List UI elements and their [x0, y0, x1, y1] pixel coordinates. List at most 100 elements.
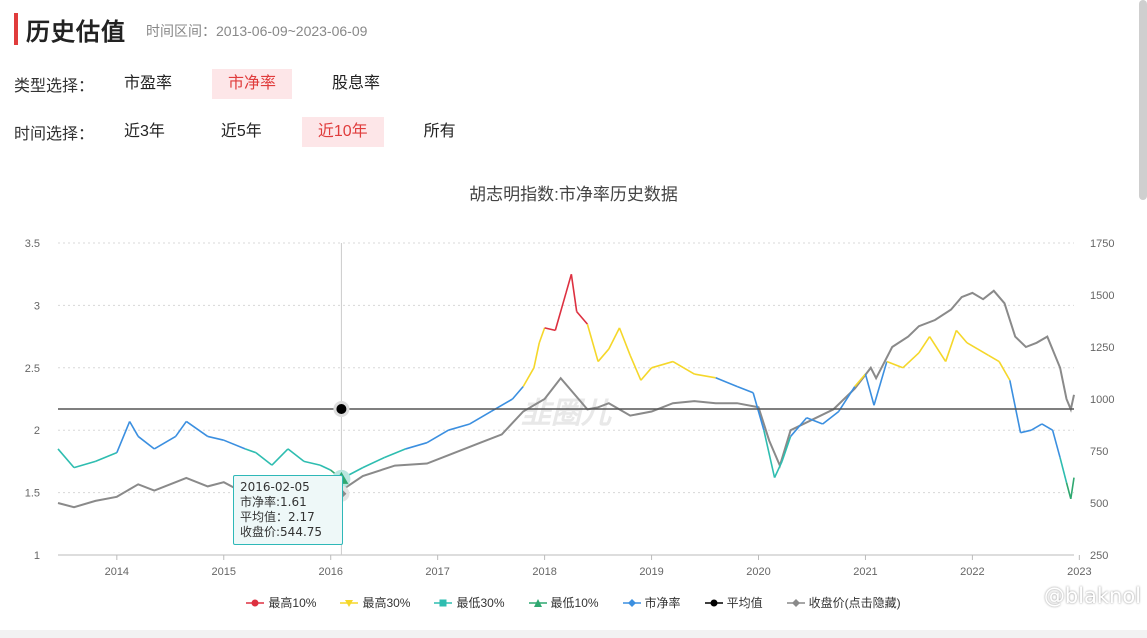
pb-line-segment[interactable] [1009, 380, 1022, 433]
pb-line-segment[interactable] [554, 292, 567, 331]
pb-line-segment[interactable] [977, 348, 989, 357]
pb-line-segment[interactable] [1070, 477, 1075, 499]
scrollbar-thumb[interactable] [1139, 0, 1147, 200]
pb-line-segment[interactable] [153, 435, 177, 450]
pb-line-segment[interactable] [873, 361, 888, 406]
pb-line-segment[interactable] [736, 385, 754, 394]
legend-item[interactable]: 收盘价(点击隐藏) [786, 594, 901, 611]
time-option-all[interactable]: 所有 [423, 123, 456, 140]
avg-marker[interactable] [336, 403, 347, 414]
pb-line-segment[interactable] [966, 342, 979, 350]
legend-item[interactable]: 市净率 [622, 594, 681, 611]
pb-line-segment[interactable] [469, 410, 492, 425]
pb-line-segment[interactable] [303, 460, 321, 466]
legend-marker-icon [786, 598, 805, 607]
pb-line-segment[interactable] [988, 354, 1000, 363]
type-option-pe[interactable]: 市盈率 [124, 75, 173, 92]
pb-line-segment[interactable] [73, 460, 96, 469]
legend-marker-icon [434, 599, 453, 606]
pb-line-segment[interactable] [597, 348, 610, 363]
pb-line-segment[interactable] [944, 330, 958, 362]
pb-line-segment[interactable] [918, 336, 931, 354]
pb-line-segment[interactable] [128, 421, 139, 437]
pb-line-segment[interactable] [789, 417, 808, 437]
period-text: 时间区间：2013-06-09~2023-06-09 [146, 23, 368, 39]
pb-line-segment[interactable] [538, 327, 546, 344]
pb-line-segment[interactable] [511, 385, 524, 400]
pb-line-segment[interactable] [672, 360, 695, 375]
pb-line-segment[interactable] [864, 373, 875, 406]
pb-line-segment[interactable] [640, 367, 653, 381]
pb-line-segment[interactable] [174, 420, 187, 437]
pb-line-segment[interactable] [1065, 482, 1072, 500]
pb-line-segment[interactable] [244, 448, 257, 454]
pb-line-segment[interactable] [773, 461, 783, 478]
pb-line-segment[interactable] [1059, 457, 1068, 483]
pb-line-segment[interactable] [362, 456, 385, 469]
pb-line-segment[interactable] [137, 435, 155, 450]
pb-line-segment[interactable] [565, 273, 573, 294]
pb-line-segment[interactable] [223, 439, 246, 450]
pb-line-segment[interactable] [854, 373, 867, 388]
pb-line-segment[interactable] [608, 327, 621, 350]
legend-item[interactable]: 最低10% [528, 594, 599, 611]
pb-line-segment[interactable] [586, 323, 599, 362]
pb-line-segment[interactable] [207, 435, 224, 441]
time-option-3y[interactable]: 近3年 [124, 123, 165, 140]
y-right-tick-label: 1750 [1090, 238, 1114, 250]
pb-line-segment[interactable] [928, 336, 947, 362]
pb-line-segment[interactable] [383, 448, 406, 459]
pb-line-segment[interactable] [998, 361, 1011, 381]
pb-line-segment[interactable] [618, 327, 631, 356]
tooltip-avg: 平均值：2.17 [240, 510, 315, 524]
pb-line-segment[interactable] [57, 448, 75, 469]
pb-line-segment[interactable] [544, 327, 556, 332]
pb-line-segment[interactable] [448, 423, 470, 431]
pb-line-segment[interactable] [271, 448, 289, 466]
pb-line-segment[interactable] [95, 451, 118, 463]
pb-line-segment[interactable] [1041, 423, 1054, 431]
chart-legend: 最高10% 最高30% 最低30% 最低10% 市净率 平均值 收盘价(点击隐藏) [0, 594, 1147, 611]
y-left-tick-label: 2 [34, 425, 40, 437]
legend-item[interactable]: 最高10% [246, 594, 316, 611]
pb-line-segment[interactable] [752, 392, 765, 431]
page-title: 历史估值 [26, 18, 126, 46]
pb-line-segment[interactable] [781, 436, 792, 462]
pb-line-segment[interactable] [838, 386, 856, 412]
pb-line-segment[interactable] [902, 352, 920, 369]
pb-line-segment[interactable] [185, 420, 209, 438]
pb-line-segment[interactable] [1030, 423, 1043, 431]
pb-line-segment[interactable] [763, 430, 776, 478]
pb-line-segment[interactable] [1020, 429, 1032, 434]
pb-line-segment[interactable] [629, 355, 642, 381]
pb-line-segment[interactable] [319, 464, 332, 471]
time-option-10y[interactable]: 近10年 [301, 117, 384, 147]
pb-line-segment[interactable] [806, 416, 823, 425]
legend-item[interactable]: 平均值 [704, 594, 763, 611]
pb-line-segment[interactable] [1051, 429, 1061, 458]
pb-line-segment[interactable] [522, 367, 535, 387]
pb-history-chart[interactable]: 3.5 3 2.5 2 1.5 1 1750 1500 1250 1000 750 500 250 201… [0, 225, 1147, 590]
pb-line-segment[interactable] [426, 429, 449, 444]
type-option-pb[interactable]: 市净率 [212, 69, 293, 99]
pb-line-segment[interactable] [822, 410, 840, 425]
type-option-dividend[interactable]: 股息率 [332, 75, 381, 92]
legend-item[interactable]: 最低30% [434, 594, 505, 611]
pb-line-segment[interactable] [570, 274, 578, 312]
pb-line-segment[interactable] [576, 311, 588, 325]
pb-line-segment[interactable] [405, 441, 428, 450]
chart-tooltip: 2016-02-05 市净率:1.61 平均值：2.17 收盘价:544.75 [233, 475, 343, 545]
page-header: 历史估值 时间区间：2013-06-09~2023-06-09 [14, 12, 367, 46]
time-option-5y[interactable]: 近5年 [220, 123, 262, 140]
pb-line-segment[interactable] [955, 329, 968, 344]
legend-item[interactable]: 最高30% [340, 594, 410, 611]
pb-line-segment[interactable] [694, 373, 716, 379]
pb-line-segment[interactable] [255, 452, 273, 466]
pb-line-segment[interactable] [116, 421, 131, 453]
legend-label: 最低30% [456, 596, 505, 610]
pb-line-segment[interactable] [533, 342, 541, 368]
pb-line-segment[interactable] [287, 448, 305, 463]
pb-line-segment[interactable] [715, 377, 738, 388]
pb-line-segment[interactable] [886, 360, 904, 369]
pb-line-segment[interactable] [651, 360, 674, 369]
